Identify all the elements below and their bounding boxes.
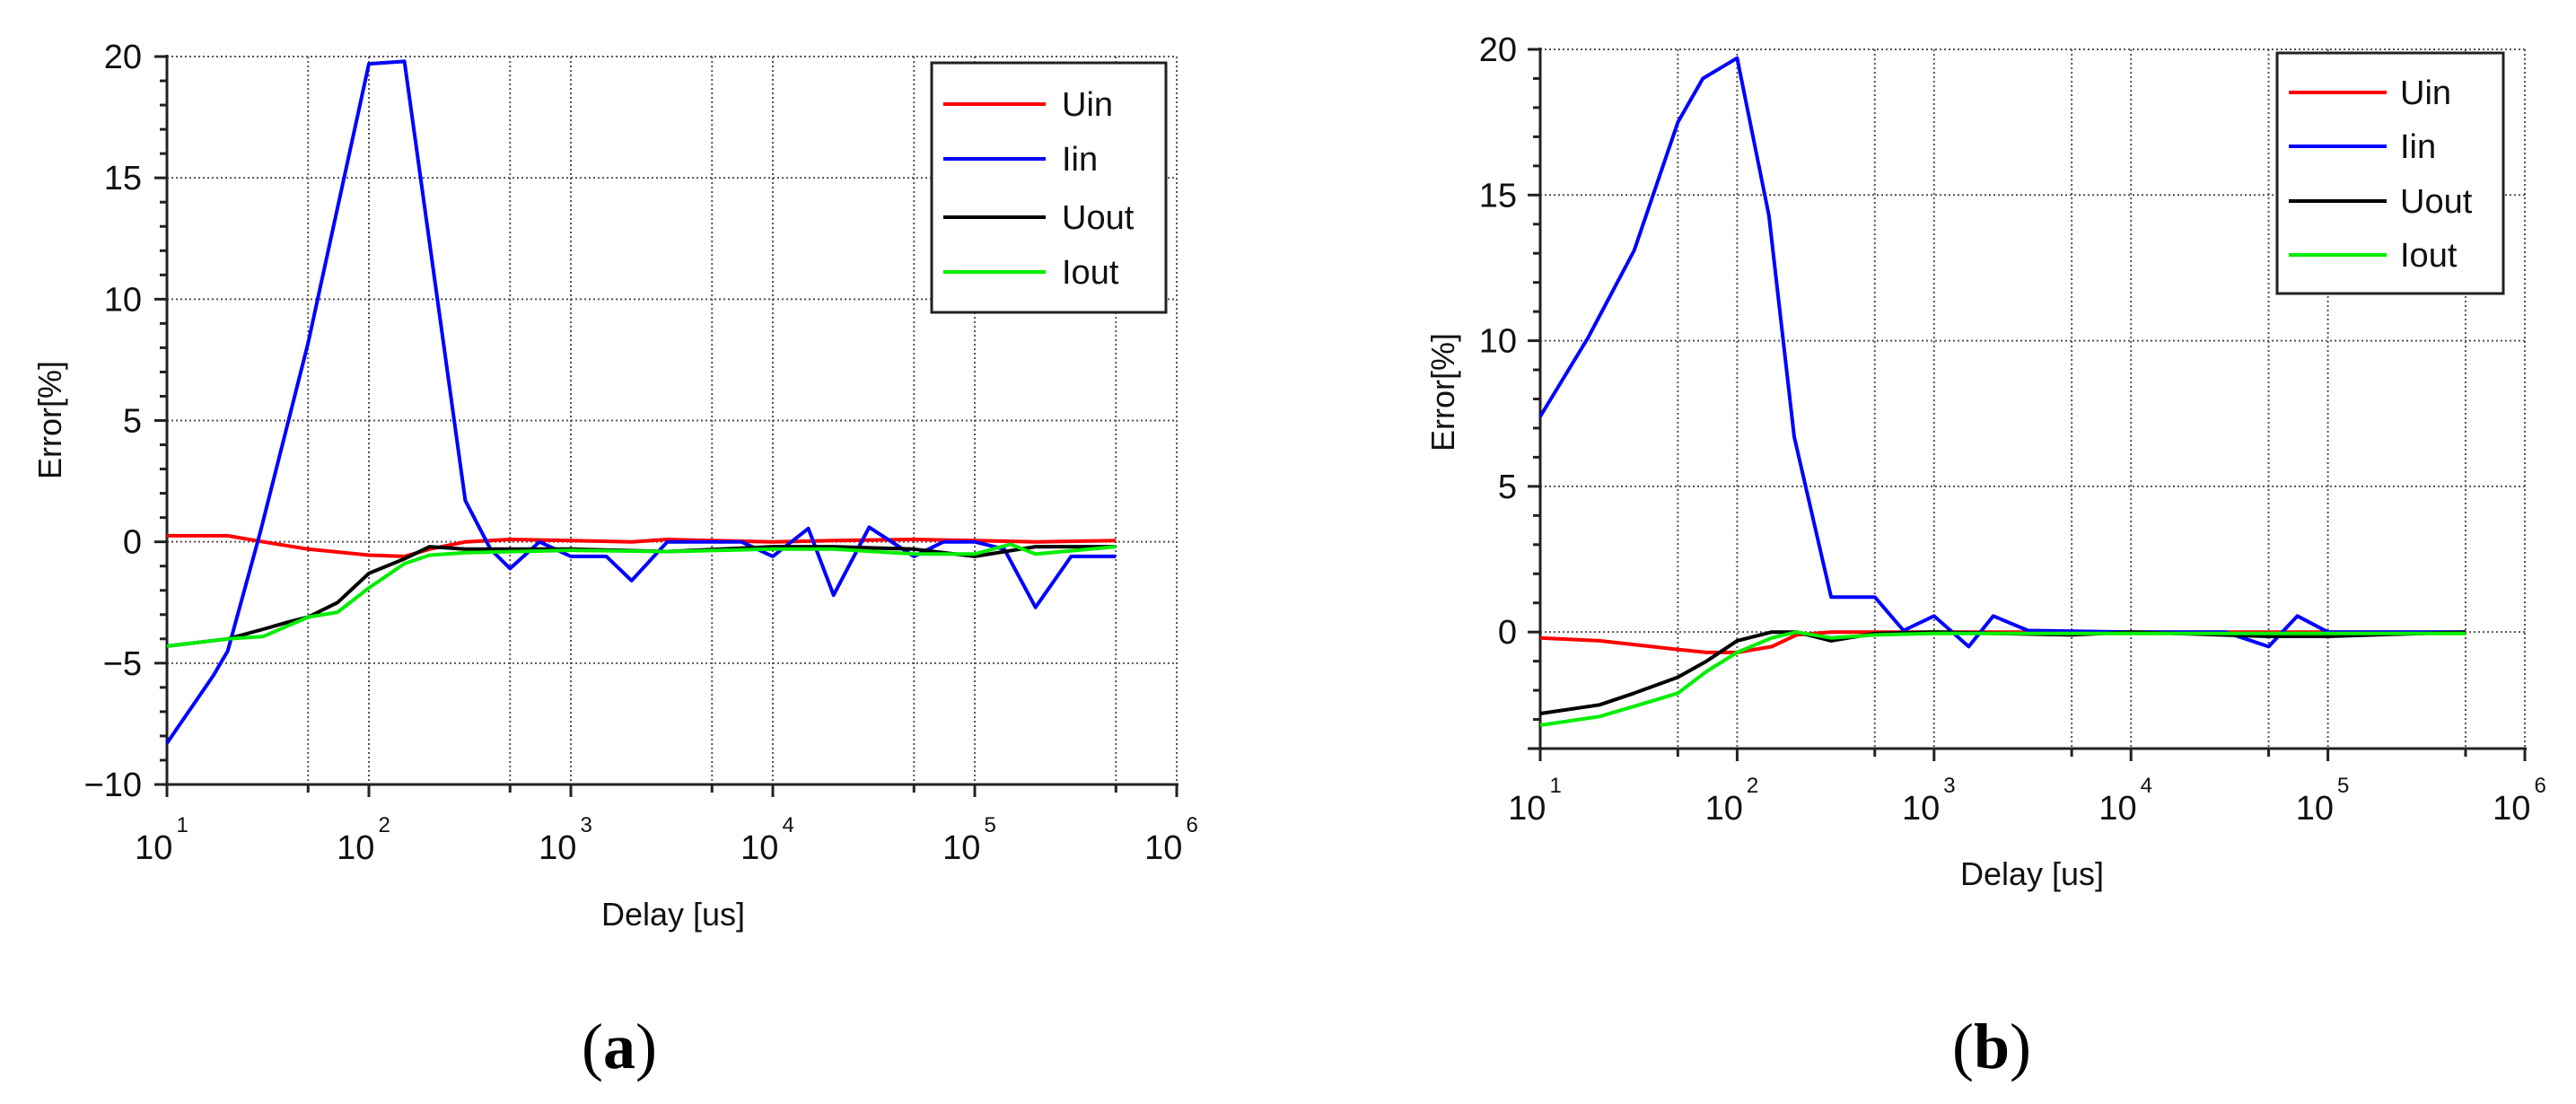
series-uout: [166, 545, 1117, 648]
y-axis-title: Error[%]: [1424, 333, 1461, 451]
legend-label-uin: Uin: [1062, 86, 1113, 124]
y-tick-label: 0: [123, 524, 142, 562]
legend-label-iin: Iin: [1062, 141, 1098, 179]
data-series: [1538, 56, 2466, 727]
axes: −10 −5 0 5 10 15 20 101 102 103 104 105 106: [84, 39, 1198, 867]
x-tick-label: 104: [740, 813, 794, 867]
chart-panel-a: −10 −5 0 5 10 15 20 101 102 103 104 105 106 Uin Iin Uo…: [31, 39, 1198, 1082]
legend-label-iout: Iout: [2400, 237, 2458, 275]
panel-caption-b: (b): [1952, 1011, 2031, 1082]
y-tick-label: 10: [104, 281, 142, 319]
legend: Uin Iin Uout Iout: [930, 61, 1168, 314]
x-tick-label: 104: [2098, 774, 2152, 828]
x-axis-title: Delay [us]: [601, 896, 745, 933]
x-tick-label: 106: [2493, 774, 2546, 828]
x-tick-label: 106: [1144, 813, 1198, 867]
y-tick-label: −10: [84, 767, 142, 804]
x-tick-label: 103: [1902, 774, 1956, 828]
series-iout: [166, 542, 1117, 648]
y-axis-title: Error[%]: [31, 361, 68, 479]
y-tick-label: 10: [1479, 323, 1517, 361]
y-tick-label: 15: [104, 160, 142, 197]
legend-label-iin: Iin: [2400, 128, 2436, 166]
legend-box: [930, 61, 1168, 314]
legend-label-uout: Uout: [1062, 199, 1135, 237]
series-uout: [1539, 630, 2466, 715]
series-iin: [1538, 56, 2466, 649]
y-tick-label: 20: [1479, 31, 1517, 69]
legend-box: [2275, 51, 2505, 295]
x-axis-title: Delay [us]: [1960, 855, 2104, 892]
x-tick-label: 105: [2296, 774, 2350, 828]
y-tick-label: 20: [104, 39, 142, 76]
y-tick-label: −5: [103, 645, 142, 683]
y-tick-label: 5: [1498, 469, 1517, 506]
y-tick-label: 5: [123, 403, 142, 441]
legend-label-iout: Iout: [1062, 254, 1119, 292]
series-iin: [165, 59, 1117, 745]
legend-label-uin: Uin: [2400, 74, 2451, 112]
x-tick-label: 101: [135, 813, 188, 867]
x-tick-label: 103: [539, 813, 592, 867]
legend-label-uout: Uout: [2400, 183, 2473, 221]
panel-caption-a: (a): [582, 1011, 657, 1082]
series-uin: [167, 533, 1117, 558]
x-tick-label: 102: [337, 813, 390, 867]
x-tick-label: 105: [942, 813, 996, 867]
y-tick-label: 0: [1498, 614, 1517, 652]
legend: Uin Iin Uout Iout: [2275, 51, 2505, 295]
chart-panel-b: 0 5 10 15 20 101 102 103 104 105 106 Uin Iin Uout Iou…: [1424, 31, 2546, 1082]
x-tick-label: 102: [1705, 774, 1759, 828]
data-series: [165, 59, 1117, 745]
grid-lines: [167, 56, 1178, 784]
series-iout: [1539, 630, 2466, 727]
axes: 0 5 10 15 20 101 102 103 104 105 106: [1479, 31, 2546, 828]
x-tick-label: 101: [1508, 774, 1562, 828]
y-tick-label: 15: [1479, 177, 1517, 215]
